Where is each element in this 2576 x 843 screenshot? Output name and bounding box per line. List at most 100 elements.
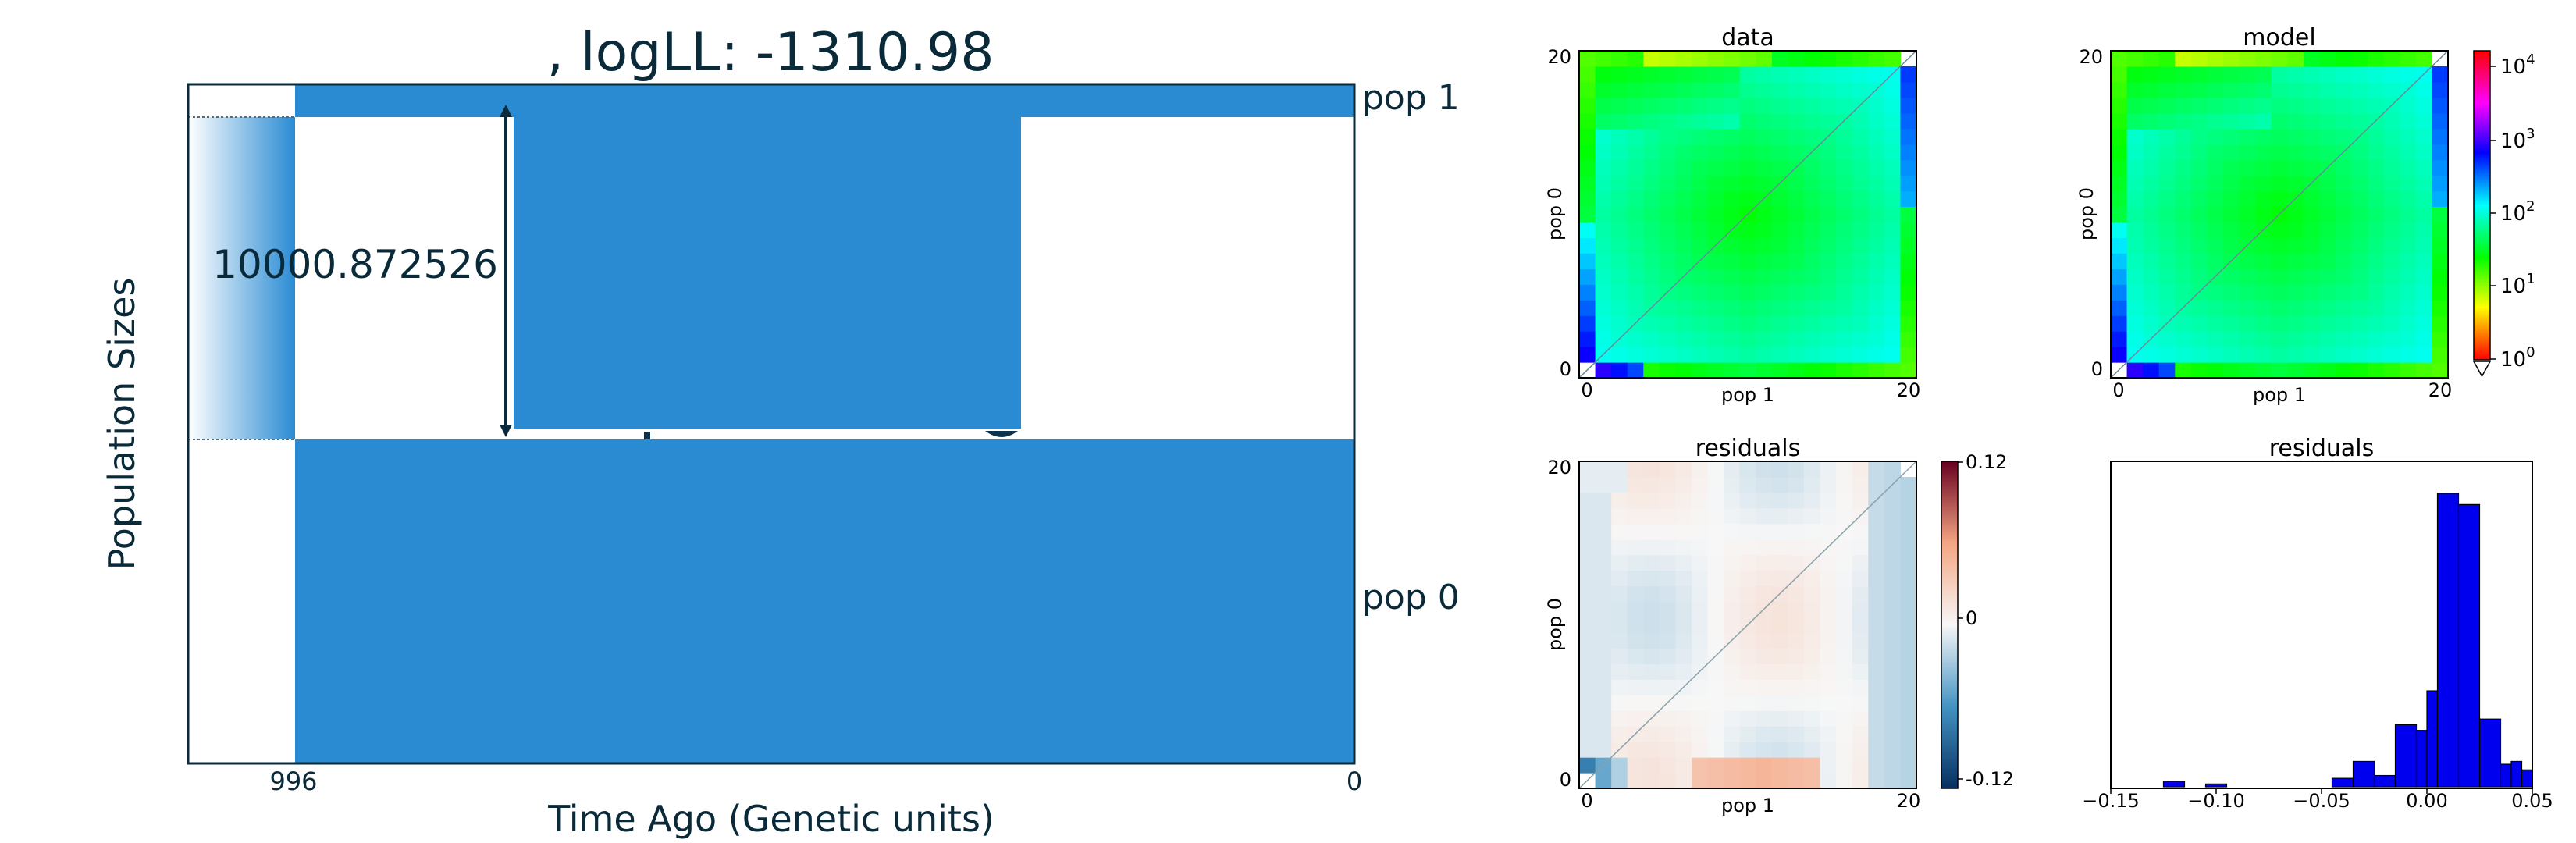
sfs-residuals-cell <box>1627 617 1644 634</box>
sfs-data-cell <box>1804 237 1821 254</box>
sfs-model-cell <box>2415 300 2433 316</box>
sfs-data-cell <box>1820 66 1837 83</box>
sfs-model-cell <box>2143 128 2160 145</box>
sfs-residuals-cell <box>1771 617 1789 634</box>
sfs-model-cell <box>2239 112 2256 130</box>
sfs-model-cell <box>2368 81 2385 98</box>
sfs-data-cell <box>1675 190 1692 208</box>
sfs-data-cell <box>1659 159 1677 176</box>
sfs-model-cell <box>2400 253 2417 269</box>
sfs-data-cell <box>1611 175 1628 192</box>
sfs-residuals-cell <box>1579 554 1596 571</box>
sfs-data-cell <box>1579 51 1596 67</box>
sfs-data-cell <box>1756 253 1773 269</box>
sfs-data-cell <box>1611 253 1628 269</box>
sfs-model-cell <box>2303 300 2321 316</box>
sfs-model-cell <box>2175 128 2192 145</box>
sfs-residuals-cell <box>1804 523 1821 540</box>
sfs-data-cell <box>1771 128 1789 145</box>
sfs-residuals-cell <box>1756 710 1773 727</box>
sfs-residuals-cell <box>1756 679 1773 695</box>
sfs-residuals-cell <box>1707 492 1724 509</box>
sfs-residuals-cell <box>1675 742 1692 758</box>
sfs-model-cell <box>2158 300 2176 316</box>
sfs-model-cell <box>2336 315 2353 332</box>
sfs-model-cell <box>2303 128 2321 145</box>
sfs-data-cell <box>1788 284 1805 301</box>
sfs-residuals-cell <box>1739 585 1756 603</box>
sfs-residuals-cell <box>1579 601 1596 618</box>
sfs-model-cell <box>2190 237 2208 254</box>
sfs-residuals-cell <box>1675 461 1692 478</box>
sfs-data-cell <box>1707 206 1724 223</box>
sfs-residuals-cell <box>1788 773 1805 789</box>
sfs-data-cell <box>1820 51 1837 67</box>
sfs-model-cell <box>2287 222 2304 239</box>
sfs-model-cell <box>2336 362 2353 379</box>
sfs-residuals-cell <box>1627 554 1644 571</box>
sfs-model-cell <box>2175 144 2192 161</box>
sfs-data-cell <box>1692 159 1709 176</box>
sfs-data-cell <box>1595 362 1612 379</box>
sfs-residuals-cell <box>1771 507 1789 525</box>
sfs-residuals-cell <box>1788 585 1805 603</box>
sfs-data-cell <box>1836 347 1853 363</box>
sfs-residuals-cell <box>1852 726 1869 742</box>
sfs-residuals-cell <box>1771 492 1789 509</box>
sfs-data-cell <box>1771 112 1789 130</box>
sfs-data-cell <box>1707 51 1724 67</box>
sfs-model-cell <box>2239 66 2256 83</box>
sfs-data-cell <box>1724 300 1741 316</box>
sfs-model-cell <box>2239 51 2256 67</box>
sfs-model-cell <box>2126 269 2144 285</box>
sfs-residuals-cell <box>1595 507 1612 525</box>
sfs-residuals-cell <box>1836 601 1853 618</box>
sfs-residuals-cell <box>1900 663 1917 680</box>
sfs-data-cell <box>1659 300 1677 316</box>
sfs-residuals-cell <box>1579 679 1596 695</box>
sfs-residuals-cell <box>1868 773 1885 789</box>
sfs-residuals-cell <box>1836 507 1853 525</box>
sfs-residuals-cell <box>1788 601 1805 618</box>
sfs-residuals-cell <box>1675 757 1692 774</box>
sfs-model-cell <box>2207 190 2224 208</box>
sfs-residuals-cell <box>1756 476 1773 493</box>
sfs-model-cell <box>2351 347 2368 363</box>
sfs-model-cell <box>2415 190 2433 208</box>
sfs-data-cell <box>1852 206 1869 223</box>
sfs-residuals-cell <box>1692 507 1709 525</box>
sfs-residuals-cell <box>1820 710 1837 727</box>
sfs-model-cell <box>2383 190 2400 208</box>
sfs-residuals-cell <box>1756 695 1773 711</box>
sfs-model-cell <box>2223 237 2240 254</box>
sfs-model-cell <box>2383 159 2400 176</box>
sfs-model-cell <box>2143 222 2160 239</box>
sfs-data-cell <box>1724 144 1741 161</box>
sfs-residuals-cell <box>1820 570 1837 587</box>
sfs-residuals-cell <box>1692 710 1709 727</box>
sfs-model-cell <box>2255 81 2272 98</box>
sfs-residuals-cell <box>1868 554 1885 571</box>
sfs-data-cell <box>1771 237 1789 254</box>
sfs-residuals-cell <box>1852 585 1869 603</box>
sfs-model-cell <box>2223 112 2240 130</box>
sfs-model-cell <box>2271 253 2288 269</box>
sfs-data-cell <box>1820 190 1837 208</box>
sfs-data-cell <box>1804 81 1821 98</box>
sfs-residuals-cell <box>1820 663 1837 680</box>
sfs-data-cell <box>1675 222 1692 239</box>
sfs-model-cell <box>2190 347 2208 363</box>
sfs-data-cell <box>1724 128 1741 145</box>
sfs-residuals-cell <box>1675 773 1692 789</box>
sfs-model-cell <box>2319 237 2336 254</box>
sfs-data-cell <box>1852 300 1869 316</box>
sfs-data-cell <box>1756 175 1773 192</box>
sfs-data-cell <box>1707 362 1724 379</box>
histogram-bar <box>2331 777 2354 788</box>
histogram-tick-label: −0.15 <box>2082 790 2140 812</box>
sfs-model-cell <box>2319 81 2336 98</box>
sfs-data-cell <box>1868 159 1885 176</box>
sfs-model-cell <box>2271 190 2288 208</box>
sfs-data-y-tick-0: 0 <box>1560 358 1571 380</box>
residual-colorbar <box>1941 461 1959 789</box>
